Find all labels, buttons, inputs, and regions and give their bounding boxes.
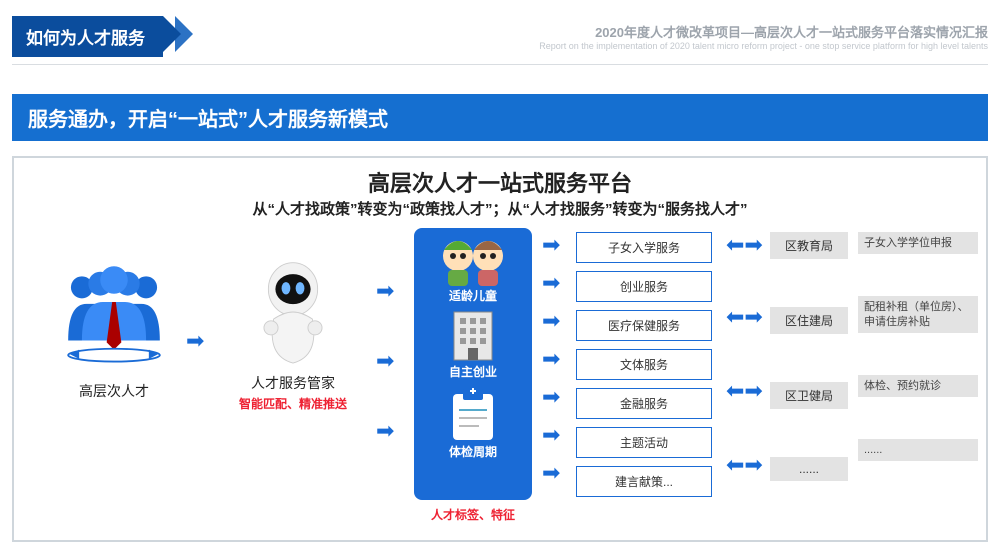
service-item: 主题活动: [576, 427, 712, 458]
service-item: 医疗保健服务: [576, 310, 712, 341]
service-item: 文体服务: [576, 349, 712, 380]
platform-subtitle: 从“人才找政策”转变为“政策找人才”；从“人才找服务”转变为“服务找人才”: [14, 198, 986, 219]
talent-label: 高层次人才: [54, 381, 174, 401]
service-robot: 人才服务管家 智能匹配、精准推送: [218, 258, 368, 412]
bi-arrow-icon: ⬅➡: [726, 232, 763, 258]
arrow-icon: ➡: [542, 270, 560, 296]
dept-item: 区教育局: [770, 232, 848, 259]
banner-title: 服务通办，开启“一站式”人才服务新模式: [12, 94, 988, 141]
talent-group: 高层次人才: [54, 258, 174, 401]
people-icon: [59, 258, 169, 368]
arrow-icon: ➡: [542, 232, 560, 258]
header: 如何为人才服务 2020年度人才微改革项目—高层次人才一站式服务平台落实情况汇报…: [12, 16, 988, 57]
header-right: 2020年度人才微改革项目—高层次人才一站式服务平台落实情况汇报 Report …: [539, 22, 988, 51]
robot-sublabel: 智能匹配、精准推送: [218, 395, 368, 412]
note-column: 子女入学学位申报 配租补租（单位房）、申请住房补贴 体检、预约就诊 ......: [858, 232, 978, 503]
robot-label: 人才服务管家: [218, 373, 368, 393]
services-column: 子女入学服务 创业服务 医疗保健服务 文体服务 金融服务 主题活动 建言献策..…: [576, 232, 712, 505]
dept-item: 区住建局: [770, 307, 848, 334]
arrow-icon: ➡: [542, 384, 560, 410]
arrow-icon: ➡: [376, 348, 394, 374]
bi-arrow-icon: ⬅➡: [726, 452, 763, 478]
service-item: 金融服务: [576, 388, 712, 419]
header-title-en: Report on the implementation of 2020 tal…: [539, 41, 988, 51]
arrow-icon: ➡: [376, 278, 394, 304]
bi-arrow-icon: ⬅➡: [726, 304, 763, 330]
note-item: 体检、预约就诊: [858, 375, 978, 397]
divider: [12, 64, 988, 65]
dept-column: 区教育局 区住建局 区卫健局 ......: [770, 232, 848, 529]
platform-title: 高层次人才一站式服务平台: [14, 166, 986, 198]
tag-card: 适龄儿童 自主创业 体检周期: [414, 228, 532, 500]
card-children-label: 适龄儿童: [414, 287, 532, 304]
service-item: 建言献策...: [576, 466, 712, 497]
arrow-icon: ➡: [542, 422, 560, 448]
children-icon: [434, 236, 512, 286]
card-startup-label: 自主创业: [414, 363, 532, 380]
arrow-icon: ➡: [186, 328, 204, 354]
card-health-label: 体检周期: [414, 443, 532, 460]
service-item: 子女入学服务: [576, 232, 712, 263]
bi-arrow-icon: ⬅➡: [726, 378, 763, 404]
main-panel: 高层次人才一站式服务平台 从“人才找政策”转变为“政策找人才”；从“人才找服务”…: [12, 156, 988, 542]
arrow-icon: ➡: [542, 346, 560, 372]
service-item: 创业服务: [576, 271, 712, 302]
dept-item: 区卫健局: [770, 382, 848, 409]
arrow-icon: ➡: [376, 418, 394, 444]
header-title-cn: 2020年度人才微改革项目—高层次人才一站式服务平台落实情况汇报: [539, 22, 988, 41]
health-icon: [443, 382, 503, 442]
arrow-icon: ➡: [542, 308, 560, 334]
card-sub: 人才标签、特征: [414, 506, 532, 523]
arrow-icon: ➡: [542, 460, 560, 486]
section-tab: 如何为人才服务: [12, 16, 163, 57]
building-icon: [440, 306, 506, 362]
note-item: ......: [858, 439, 978, 461]
note-item: 子女入学学位申报: [858, 232, 978, 254]
dept-item: ......: [770, 457, 848, 481]
note-item: 配租补租（单位房）、申请住房补贴: [858, 296, 978, 333]
robot-icon: [249, 258, 337, 366]
